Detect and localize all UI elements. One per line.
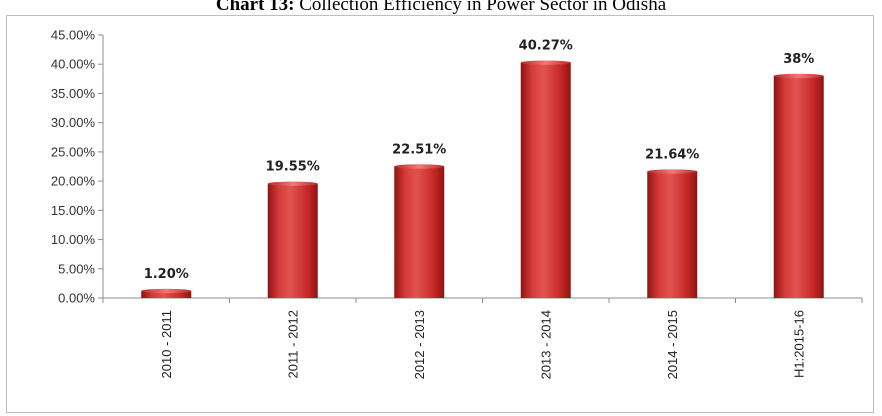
y-tick-label: 40.00% [51,57,96,72]
bar-top-cap [773,73,824,79]
y-tick-label: 5.00% [58,261,95,276]
bar-top-cap [141,288,192,294]
y-tick-label: 10.00% [51,232,96,247]
y-tick-label: 30.00% [51,115,96,130]
data-label: 19.55% [266,160,320,175]
y-tick-label: 0.00% [58,291,95,306]
bar-top-cap [647,169,698,174]
x-tick-label: 2013 - 2014 [538,310,553,379]
bar [267,183,318,298]
bar [520,62,571,298]
x-tick-label: H1:2015-16 [791,310,806,378]
x-tick-label: 2012 - 2013 [412,310,427,379]
x-tick-label: 2010 - 2011 [159,310,174,378]
y-tick-label: 15.00% [51,203,96,218]
bar-top-cap [267,181,318,186]
x-tick-label: 2014 - 2015 [665,310,680,379]
data-label: 38% [783,52,814,67]
bar [394,166,445,298]
bar [647,171,698,298]
bar-top-cap [394,164,445,169]
y-tick-label: 20.00% [51,174,96,189]
data-label: 1.20% [144,267,189,282]
chart-title: Chart 13: Collection Efficiency in Power… [0,0,882,16]
data-label: 21.64% [645,148,699,163]
y-tick-label: 25.00% [51,144,96,159]
chart-title-lead: Chart 13: [215,0,295,15]
y-tick-label: 35.00% [51,86,96,101]
bar [773,75,824,299]
data-label: 22.51% [392,142,446,157]
bar-top-cap [520,60,571,65]
bar [141,290,192,298]
data-label: 40.27% [519,39,573,54]
x-tick-label: 2011 - 2012 [285,310,300,378]
chart-title-rest: Collection Efficiency in Power Sector in… [294,0,667,15]
chart-frame [6,15,874,413]
y-tick-label: 45.00% [51,28,96,43]
